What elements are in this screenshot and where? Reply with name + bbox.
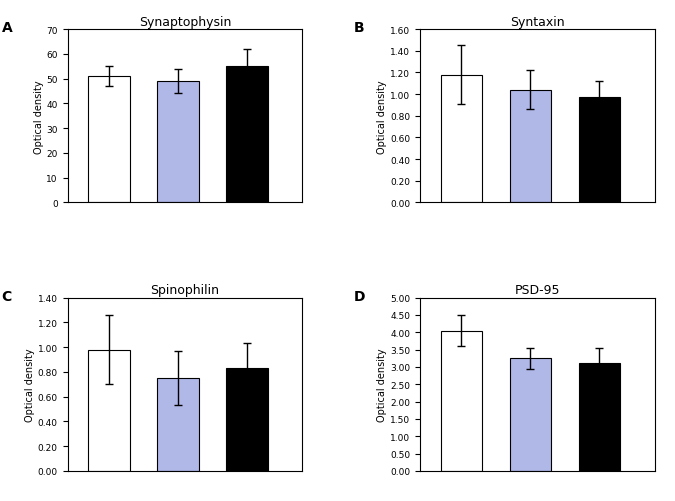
Title: Syntaxin: Syntaxin xyxy=(510,16,564,29)
Bar xyxy=(226,67,268,203)
Legend: Controls, Low VCM, High VCM: Controls, Low VCM, High VCM xyxy=(414,224,502,277)
Bar xyxy=(441,76,482,203)
Bar xyxy=(157,82,198,203)
Bar xyxy=(88,350,130,471)
Bar xyxy=(441,331,482,471)
Title: Synaptophysin: Synaptophysin xyxy=(139,16,231,29)
Bar xyxy=(510,359,551,471)
Title: Spinophilin: Spinophilin xyxy=(151,284,219,297)
Text: D: D xyxy=(354,290,366,304)
Bar xyxy=(578,98,620,203)
Y-axis label: Optical density: Optical density xyxy=(34,80,43,153)
Y-axis label: Optical density: Optical density xyxy=(377,80,387,153)
Title: PSD-95: PSD-95 xyxy=(514,284,560,297)
Text: A: A xyxy=(2,22,12,36)
Y-axis label: Optical density: Optical density xyxy=(25,348,35,421)
Y-axis label: Optical density: Optical density xyxy=(377,348,387,421)
Text: B: B xyxy=(354,22,364,36)
Bar xyxy=(578,364,620,471)
Bar xyxy=(226,368,268,471)
Text: C: C xyxy=(2,290,12,304)
Bar xyxy=(88,77,130,203)
Bar xyxy=(157,378,198,471)
Bar xyxy=(510,91,551,203)
